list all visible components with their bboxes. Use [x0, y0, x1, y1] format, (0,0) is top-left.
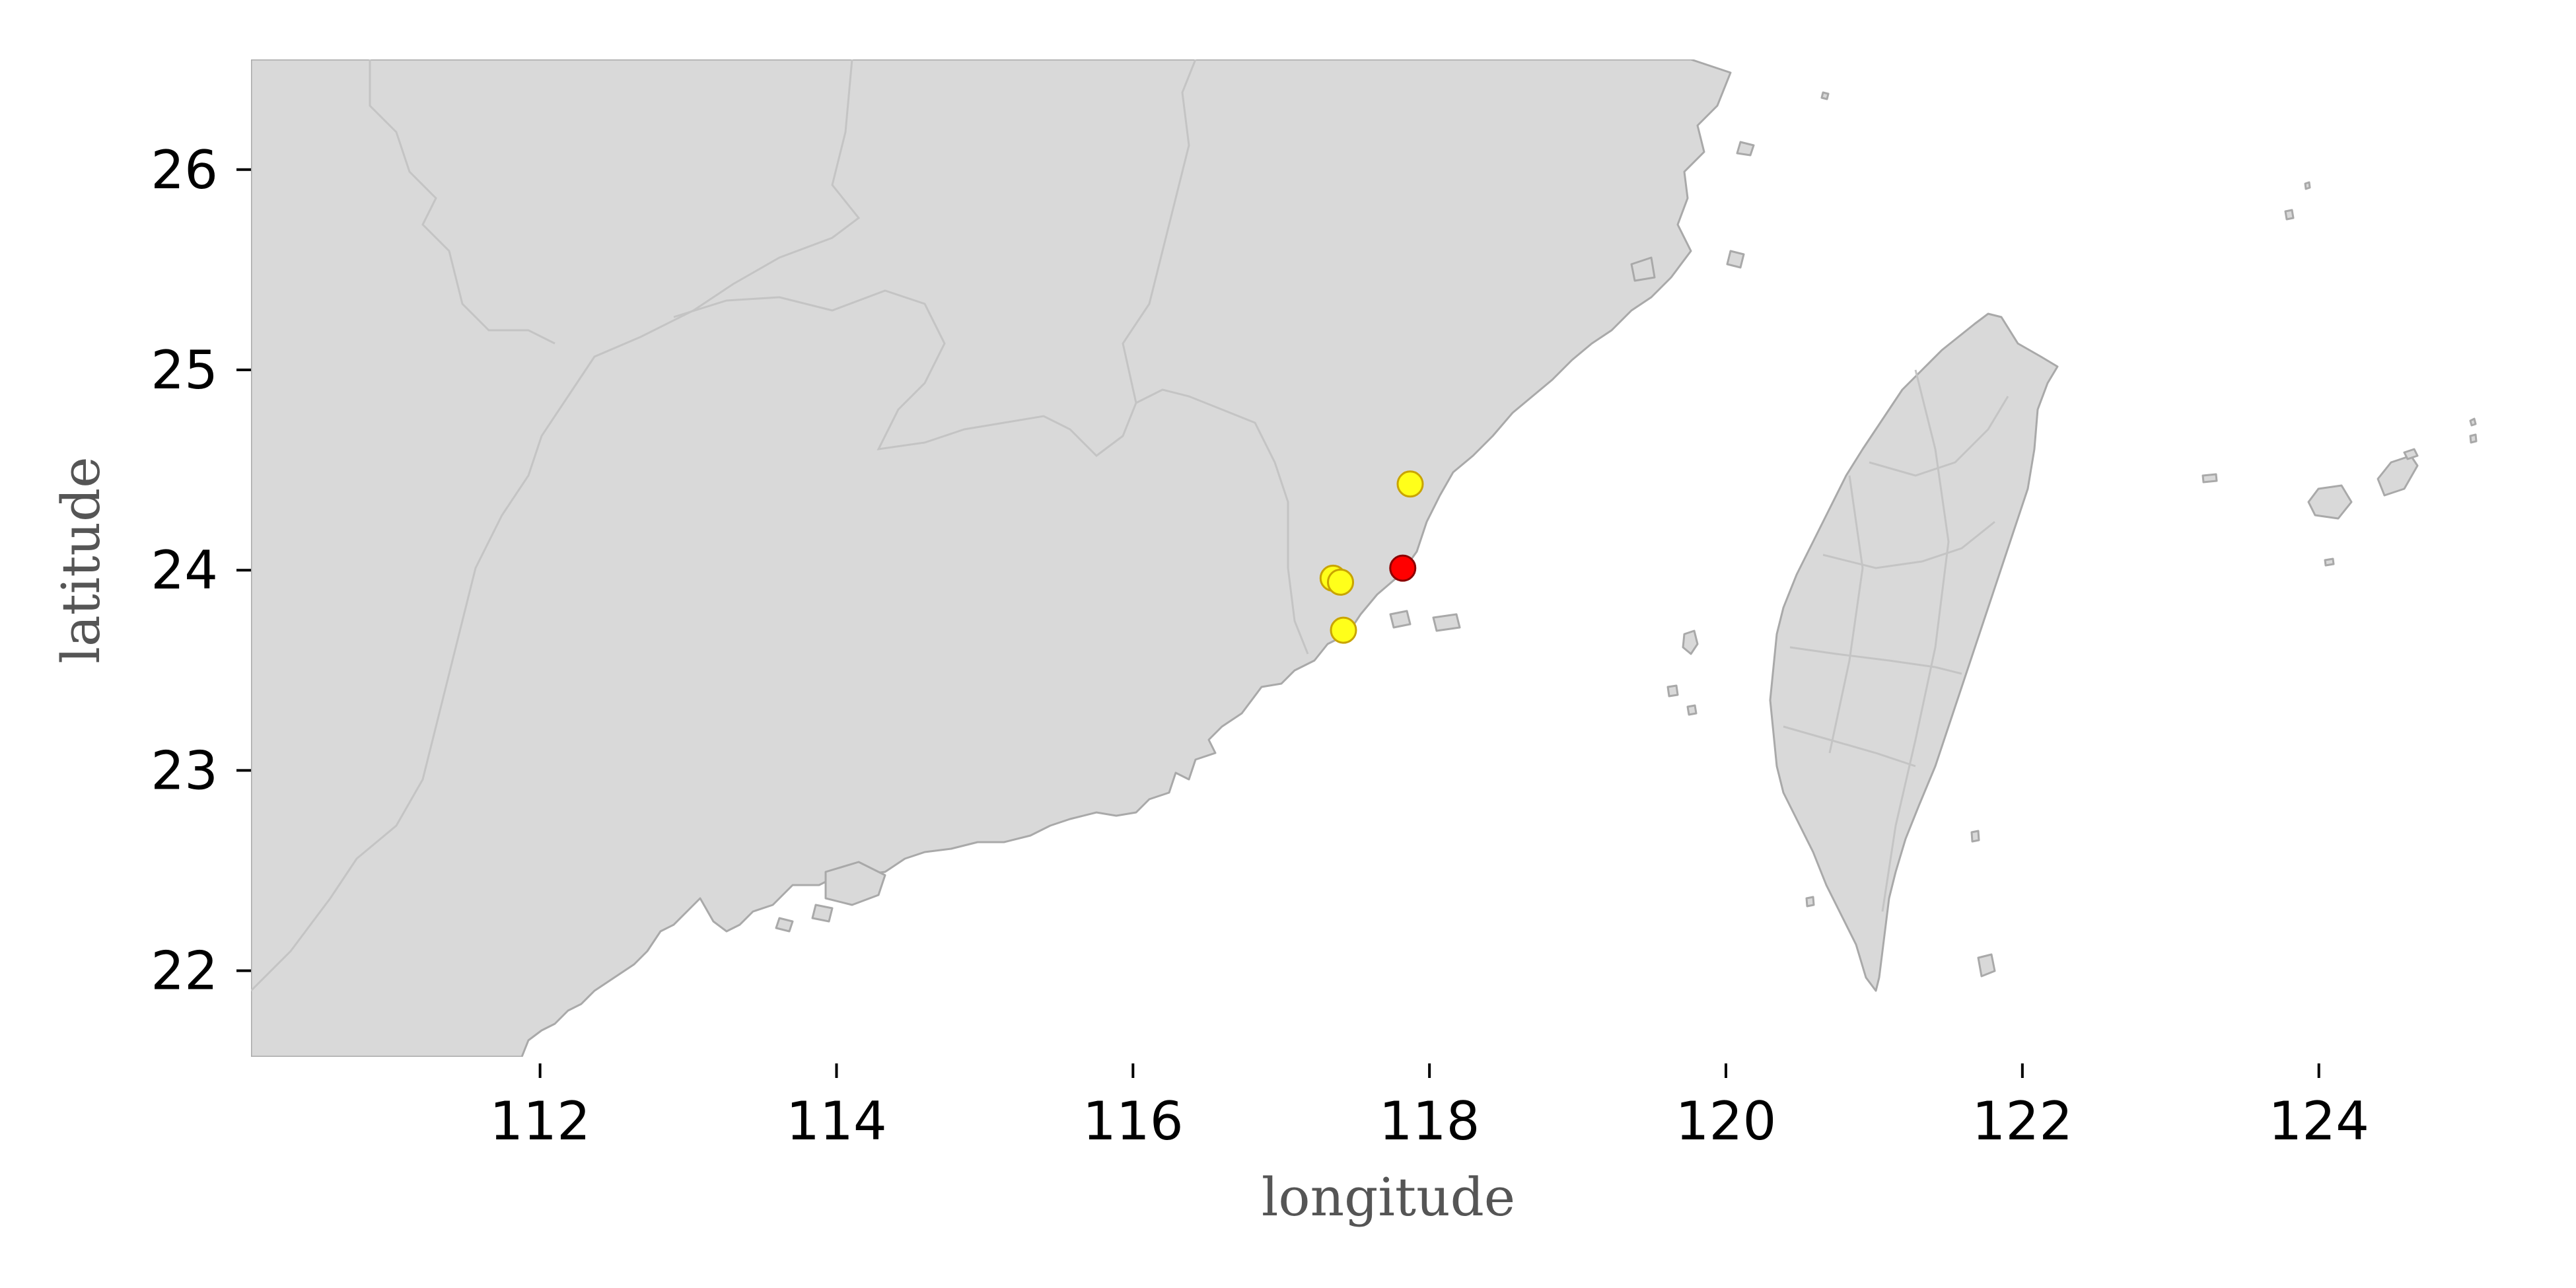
island-small: [775, 917, 794, 933]
island-small: [2324, 557, 2335, 567]
taiwan-landmass: [1769, 312, 2059, 992]
x-axis: 112 114 116 118 120 122 124: [489, 1063, 2369, 1152]
taiwan-county-border: [1789, 646, 1962, 675]
island-small: [1686, 704, 1698, 716]
province-border: [1122, 59, 1197, 404]
island-small: [2304, 181, 2311, 190]
island-small: [2403, 448, 2419, 460]
taiwan-county-border: [1828, 475, 1864, 754]
island-small: [1805, 896, 1815, 908]
x-tick-label: 114: [786, 1091, 887, 1152]
taiwan-county-border: [1881, 369, 1950, 912]
secondary-location-marker: [1327, 568, 1355, 596]
secondary-location-marker: [1330, 616, 1357, 644]
map-layer: [251, 59, 2478, 1057]
island-small: [1666, 684, 1679, 698]
yaeyama-islands: [2307, 484, 2353, 520]
secondary-location-marker: [1396, 470, 1424, 498]
taiwan-county-border: [1869, 396, 2009, 477]
island-small: [1726, 250, 1745, 269]
primary-location-marker: [1389, 554, 1417, 582]
y-tick-label: 24: [151, 540, 218, 601]
island-small: [2469, 433, 2478, 444]
taiwan-county-border: [1783, 725, 1916, 768]
y-tick-label: 22: [151, 941, 218, 1002]
xiamen-island: [1389, 610, 1412, 629]
x-axis-title: longitude: [1262, 1166, 1515, 1228]
province-border: [251, 59, 861, 992]
island-small: [811, 904, 834, 923]
x-tick-label: 116: [1083, 1091, 1184, 1152]
green-island: [1970, 830, 1980, 843]
x-tick-label: 122: [1972, 1091, 2073, 1152]
taiwan-county-border: [1822, 520, 1995, 569]
penghu-islands: [1682, 629, 1699, 655]
island-small: [2469, 417, 2477, 427]
y-tick-label: 26: [151, 139, 218, 201]
island-small: [2377, 454, 2419, 497]
x-tick-label: 118: [1379, 1091, 1480, 1152]
y-tick-label: 25: [151, 340, 218, 401]
island-small: [1630, 256, 1656, 282]
lanyu-island: [1977, 953, 1996, 978]
island-small: [2284, 209, 2295, 221]
x-tick-label: 120: [1676, 1091, 1777, 1152]
y-tick-label: 23: [151, 740, 218, 801]
mainland-landmass: [251, 59, 1732, 1057]
island-small: [1820, 91, 1830, 100]
province-border: [673, 289, 1309, 655]
pearl-river-islands: [824, 861, 886, 906]
province-border: [369, 59, 555, 345]
y-axis: 22 23 24 25 26: [151, 139, 251, 1002]
x-tick-label: 124: [2268, 1091, 2369, 1152]
x-tick-label: 112: [489, 1091, 590, 1152]
y-axis-title: latitude: [50, 456, 112, 663]
points-layer: [1319, 470, 1424, 644]
kinmen-island: [1432, 613, 1461, 632]
island-small: [1736, 141, 1755, 157]
yonaguni-island: [2201, 473, 2218, 483]
